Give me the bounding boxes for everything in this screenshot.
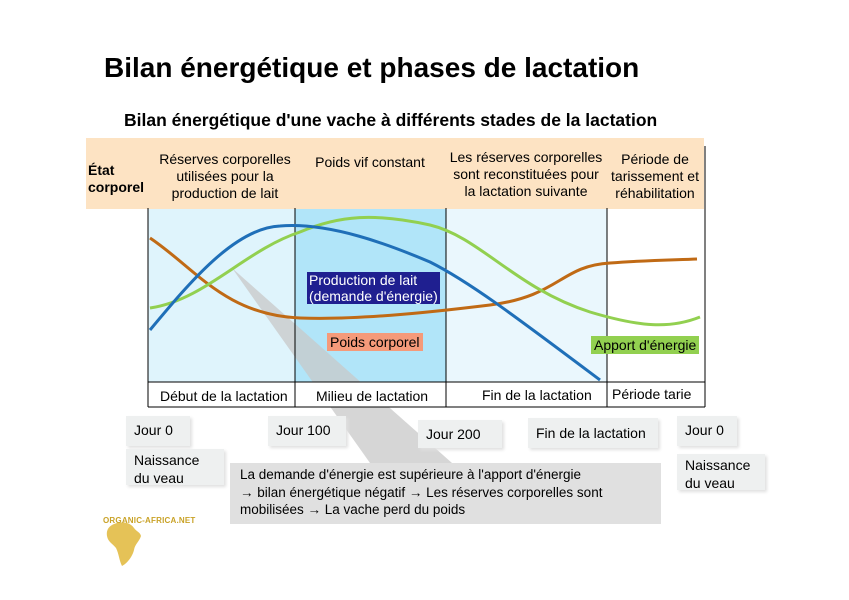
end-lactation-box: Fin de la lactation: [528, 418, 658, 448]
note-line2: → bilan énergétique négatif → Les réserv…: [240, 484, 603, 500]
header-phase3-line3: la lactation suivante: [464, 183, 588, 199]
day0-right-box: Jour 0: [677, 416, 737, 446]
energy-intake-label: Apport d'énergie: [591, 336, 700, 354]
phase4-panel: [607, 208, 705, 382]
phase3-panel: [446, 208, 607, 382]
birth-left-line1: Naissance: [134, 452, 200, 468]
birth-right-line2: du veau: [685, 475, 735, 491]
header-phase4: Période de tarissement et réhabilitation: [604, 151, 706, 202]
note-line3: mobilisées → La vache perd du poids: [240, 502, 466, 517]
header-phase3: Les réserves corporelles sont reconstitu…: [446, 149, 606, 200]
birth-box-left: Naissance du veau: [126, 449, 224, 486]
energy-balance-note: La demande d'énergie est supérieure à l'…: [230, 463, 661, 524]
row-label-etat: État corporel: [88, 162, 144, 196]
phase-label-fin: Fin de la lactation: [482, 387, 592, 403]
header-phase3-line2: sont reconstituées pour: [453, 166, 599, 182]
milk-curve: [148, 224, 601, 382]
header-phase1: Réserves corporelles utilisées pour la p…: [150, 151, 300, 202]
birth-right-line1: Naissance: [685, 457, 751, 473]
header-phase4-line2: tarissement et: [611, 168, 699, 184]
africa-map-logo-icon: [106, 522, 141, 566]
header-phase1-line2: utilisées pour la: [176, 168, 274, 184]
header-phase4-line3: réhabilitation: [615, 185, 695, 201]
header-band: [86, 138, 704, 209]
header-phase2-line1: Poids vif constant: [315, 154, 425, 170]
header-phase1-line1: Réserves corporelles: [159, 151, 291, 167]
note-line1: La demande d'énergie est supérieure à l'…: [240, 467, 581, 482]
grid-lines: [147, 146, 706, 408]
phase-label-tarie: Période tarie: [612, 386, 692, 402]
page-title: Bilan énergétique et phases de lactation: [104, 52, 640, 83]
weight-curve: [149, 236, 698, 320]
birth-box-right: Naissance du veau: [677, 454, 765, 491]
header-phase1-line3: production de lait: [171, 185, 279, 201]
row-label-line1: État: [88, 162, 115, 178]
day200-box: Jour 200: [418, 420, 502, 448]
body-weight-label: Poids corporel: [327, 333, 423, 351]
header-phase4-line1: Période de: [621, 151, 689, 167]
birth-left-line2: du veau: [134, 470, 184, 486]
row-label-line2: corporel: [88, 179, 145, 195]
milk-production-label: Production de lait (demande d'énergie): [307, 272, 440, 304]
phase-label-milieu: Milieu de lactation: [316, 388, 429, 404]
day0-box: Jour 0: [126, 416, 190, 446]
milk-label-line2: (demande d'énergie): [309, 288, 438, 304]
organic-africa-logo-text: ORGANIC-AFRICA.NET: [103, 516, 196, 525]
diagram-subtitle: Bilan énergétique d'une vache à différen…: [124, 110, 658, 130]
phase-row: [148, 382, 705, 407]
milk-label-line1: Production de lait: [309, 272, 418, 288]
phase-label-debut: Début de la lactation: [160, 388, 288, 404]
energy-curve: [149, 215, 701, 327]
header-phase2: Poids vif constant: [300, 154, 440, 171]
day100-box: Jour 100: [268, 416, 346, 446]
header-phase3-line1: Les réserves corporelles: [449, 149, 603, 165]
